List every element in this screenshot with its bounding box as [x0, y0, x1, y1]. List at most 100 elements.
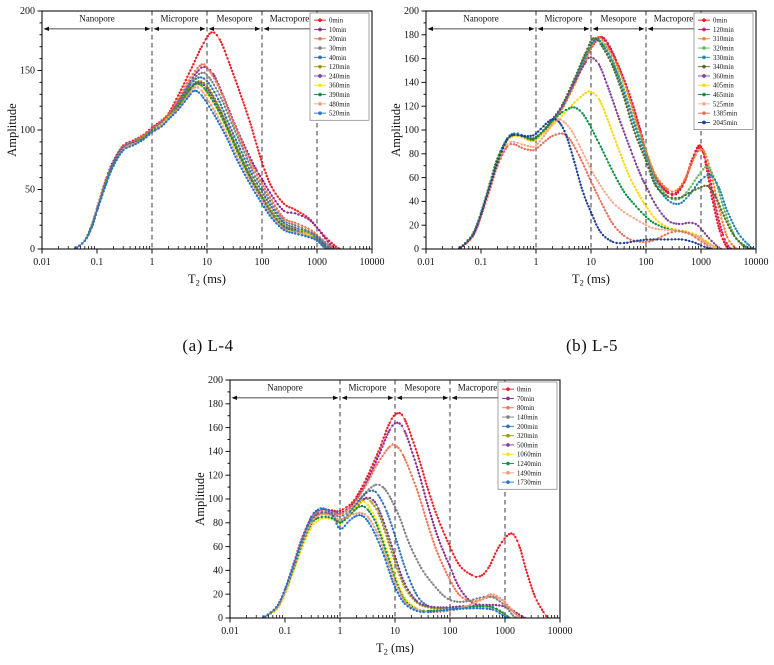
svg-text:0.1: 0.1 [91, 257, 104, 268]
pore-region-labels: Nanopore Micropore Mesopore Macropore [43, 13, 316, 32]
y-axis-title: Amplitude [389, 103, 403, 157]
chart-l4: Nanopore Micropore Mesopore Macropore 0.01 0.… [5, 2, 385, 296]
region-label: Mesopore [601, 13, 637, 23]
legend-label: 340min [713, 64, 734, 71]
x-axis-title: T2 (ms) [188, 272, 226, 288]
x-axis-title: T2 (ms) [376, 641, 414, 657]
region-label: Macropore [458, 382, 497, 392]
legend-label: 30min [329, 45, 347, 52]
legend-label: 360min [713, 73, 734, 80]
legend-label: 465min [713, 92, 734, 99]
legend-label: 0min [713, 18, 728, 25]
x-axis: 0.01 0.1 1 10 100 1000 10000 [417, 246, 769, 268]
legend-label: 200min [517, 424, 538, 431]
legend: 0min 70min 80min 140min 200min 320min 500min 10… [497, 381, 558, 490]
svg-text:10000: 10000 [360, 257, 385, 268]
svg-text:100: 100 [20, 125, 35, 136]
series-group [262, 411, 549, 618]
y-axis-title: Amplitude [193, 472, 207, 526]
region-label: Mesopore [217, 13, 253, 23]
chart-l6: Nanopore Micropore Mesopore Macropore 0.01 0.… [193, 371, 573, 665]
legend-label: 2045min [713, 120, 738, 127]
legend-label: 1730min [517, 480, 542, 487]
svg-text:0.1: 0.1 [475, 257, 488, 268]
legend-label: 0min [517, 387, 532, 394]
legend-label: 500min [517, 442, 538, 449]
legend-label: 10min [329, 27, 347, 34]
svg-text:150: 150 [20, 66, 35, 77]
legend-label: 1240min [517, 461, 542, 468]
svg-text:1: 1 [534, 257, 539, 268]
legend-label: 520min [329, 111, 350, 118]
svg-text:80: 80 [409, 149, 419, 160]
region-label: Mesopore [405, 382, 441, 392]
legend-label: 360min [329, 83, 350, 90]
legend-label: 310min [713, 36, 734, 43]
svg-text:100: 100 [255, 257, 270, 268]
legend-label: 120min [329, 64, 350, 71]
svg-text:0: 0 [414, 244, 419, 255]
svg-text:10: 10 [202, 257, 212, 268]
legend-label: 140min [517, 414, 538, 421]
legend-label: 320min [713, 45, 734, 52]
legend-label: 405min [713, 83, 734, 90]
y-axis: 0 50 100 150 200 [20, 6, 42, 255]
legend-label: 120min [713, 27, 734, 34]
svg-text:200: 200 [20, 6, 35, 17]
region-label: Micropore [545, 13, 583, 23]
legend-label: 240min [329, 73, 350, 80]
legend-label: 70min [517, 396, 535, 403]
series-2045min [458, 118, 712, 249]
svg-text:20: 20 [409, 220, 419, 231]
svg-text:50: 50 [25, 185, 35, 196]
svg-text:40: 40 [409, 197, 419, 208]
region-label: Macropore [270, 13, 309, 23]
svg-text:1000: 1000 [691, 257, 711, 268]
legend-label: 330min [713, 55, 734, 62]
region-label: Nanopore [79, 13, 115, 23]
legend-label: 1060min [517, 452, 542, 459]
series-1730min [262, 507, 509, 618]
svg-text:100: 100 [404, 125, 419, 136]
pore-region-labels: Nanopore Micropore Mesopore Macropore [427, 13, 700, 32]
region-label: Nanopore [463, 13, 499, 23]
svg-text:1000: 1000 [307, 257, 327, 268]
svg-text:100: 100 [639, 257, 654, 268]
svg-text:160: 160 [404, 54, 419, 65]
svg-text:180: 180 [404, 30, 419, 41]
region-label: Macropore [654, 13, 693, 23]
caption-a: (a) L-4 [182, 336, 234, 355]
svg-text:0: 0 [30, 244, 35, 255]
y-axis: 0 20 40 60 80 100 120 140 160 180 200 [404, 6, 426, 255]
chart-svg: Nanopore Micropore Mesopore Macropore 0.01 0.… [193, 371, 573, 665]
caption-b: (b) L-5 [565, 336, 619, 355]
legend: 0min 10min 20min 30min 40min 120min 240min 360m… [309, 12, 370, 121]
svg-text:0.01: 0.01 [33, 257, 51, 268]
svg-text:10000: 10000 [744, 257, 769, 268]
series-group [74, 31, 341, 249]
svg-text:60: 60 [409, 173, 419, 184]
svg-text:120: 120 [404, 101, 419, 112]
x-axis-title: T2 (ms) [572, 272, 610, 288]
region-label: Micropore [349, 382, 387, 392]
svg-text:1: 1 [150, 257, 155, 268]
region-label: Micropore [161, 13, 199, 23]
legend-label: 80min [517, 405, 535, 412]
chart-l5: Nanopore Micropore Mesopore Macropore 0.01 0.… [389, 2, 769, 296]
chart-svg: Nanopore Micropore Mesopore Macropore 0.01 0.… [5, 2, 385, 296]
legend-label: 1385min [713, 111, 738, 118]
svg-text:140: 140 [404, 78, 419, 89]
legend-label: 525min [713, 101, 734, 108]
svg-text:10: 10 [586, 257, 596, 268]
legend-label: 390min [329, 92, 350, 99]
series-520min [74, 89, 328, 249]
x-axis: 0.01 0.1 1 10 100 1000 10000 [221, 615, 573, 637]
region-label: Nanopore [267, 382, 303, 392]
svg-text:200: 200 [404, 6, 419, 17]
legend-label: 1490min [517, 470, 542, 477]
series-group [458, 36, 755, 249]
y-axis-title: Amplitude [5, 103, 19, 157]
